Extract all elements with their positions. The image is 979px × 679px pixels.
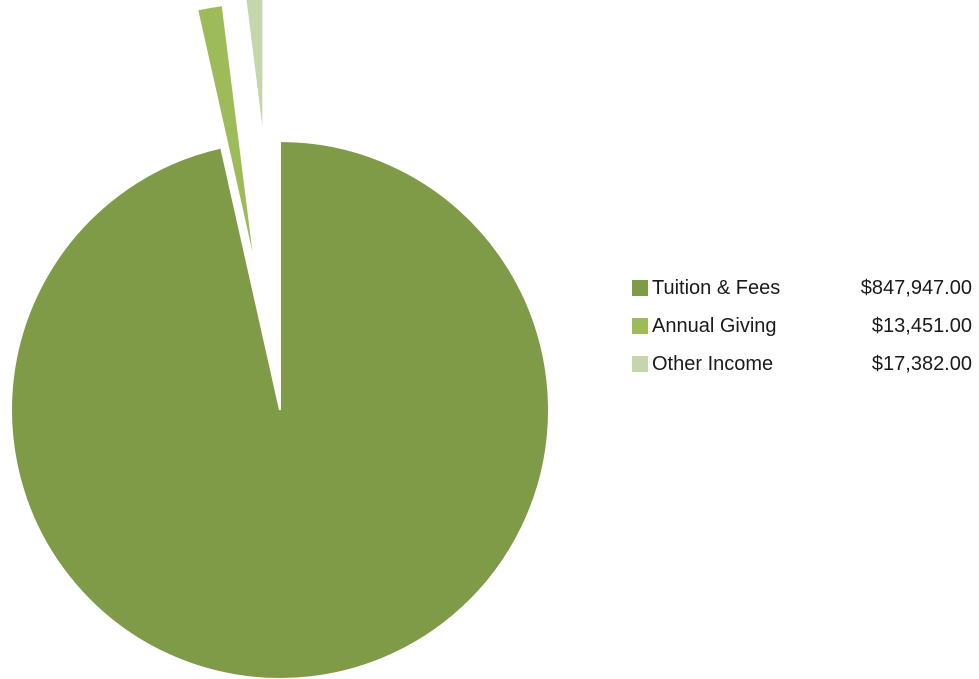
pie-slice-tuition-fees (10, 139, 550, 679)
legend-swatch-other-income (632, 356, 648, 372)
legend-swatch-annual-giving (632, 318, 648, 334)
pie-slices (10, 0, 550, 679)
legend-swatch-tuition-fees (632, 280, 648, 296)
legend-value-annual-giving: $13,451.00 (871, 314, 972, 337)
pie-slice-other-income (244, 0, 265, 143)
legend-item-tuition-fees: Tuition & Fees $847,947.00 (632, 276, 977, 300)
legend-value-other-income: $17,382.00 (871, 352, 972, 375)
legend-label-other-income: Other Income (652, 352, 774, 375)
legend-label-tuition-fees: Tuition & Fees (652, 276, 781, 299)
legend-item-annual-giving: Annual Giving $13,451.00 (632, 314, 977, 338)
legend: Tuition & Fees $847,947.00 Annual Giving… (632, 276, 977, 390)
pie-slice-annual-giving (195, 4, 257, 273)
legend-value-tuition-fees: $847,947.00 (860, 276, 972, 299)
legend-item-other-income: Other Income $17,382.00 (632, 352, 977, 376)
legend-label-annual-giving: Annual Giving (652, 314, 777, 337)
